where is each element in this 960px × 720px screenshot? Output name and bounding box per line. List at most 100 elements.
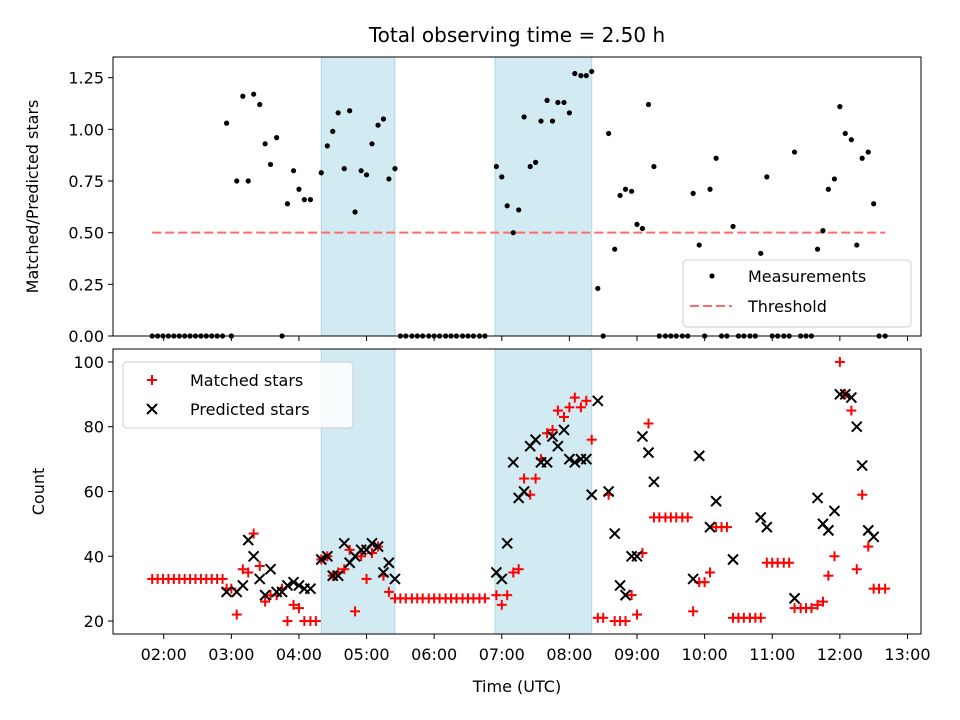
x-axis-label: Time (UTC) <box>472 677 561 696</box>
x-marker-b <box>389 573 401 585</box>
predicted-star-point <box>710 495 722 507</box>
legend-measurements-label: Measurements <box>748 267 866 286</box>
y-tick-label: 100 <box>73 353 104 372</box>
predicted-star-point <box>254 573 266 585</box>
measurement-point <box>622 186 629 192</box>
x-marker-b <box>259 589 271 601</box>
x-marker-b <box>372 540 384 553</box>
x-marker-b <box>247 550 260 562</box>
measurement-point <box>848 137 854 143</box>
measurement-point <box>516 207 522 213</box>
x-marker-b <box>366 537 378 550</box>
matched-star-point <box>829 551 840 562</box>
matched-star-point <box>755 612 766 623</box>
measurement-point <box>606 130 612 137</box>
matched-star-point <box>552 405 563 416</box>
predicted-star-point <box>287 576 300 588</box>
y-tick-label: 0.50 <box>68 224 104 243</box>
measurement-point <box>651 163 657 170</box>
predicted-star-point <box>321 550 334 562</box>
x-tick-label: 05:00 <box>344 645 390 664</box>
matched-star-point <box>310 616 321 627</box>
matched-star-point <box>812 599 823 610</box>
top-legend: Measurements Threshold <box>682 259 912 328</box>
top-y-ticks: 0.00 0.25 0.50 0.75 1.00 1.25 <box>68 69 113 346</box>
predicted-star-point <box>507 456 519 469</box>
matched-star-point <box>620 616 631 627</box>
measurement-point <box>392 166 398 172</box>
measurement-point <box>284 201 291 207</box>
matched-star-point <box>823 570 834 581</box>
matched-star-point <box>784 557 795 568</box>
x-marker-b <box>619 589 632 601</box>
y-tick-label: 1.00 <box>68 120 104 139</box>
x-marker-b <box>839 388 851 401</box>
x-marker-b <box>608 527 621 540</box>
predicted-star-point <box>592 395 604 407</box>
measurement-point <box>544 97 550 103</box>
measurement-point <box>245 178 251 184</box>
x-marker-b <box>636 430 649 443</box>
x-tick-label: 12:00 <box>817 645 863 664</box>
measurement-point <box>561 99 567 106</box>
legend-matched-label: Matched stars <box>190 371 303 390</box>
x-marker-b <box>281 579 294 592</box>
x-marker-b <box>704 521 716 533</box>
measurement-point <box>330 128 336 134</box>
measurement-point <box>854 242 860 248</box>
predicted-star-point <box>389 573 401 585</box>
x-tick-label: 11:00 <box>749 645 795 664</box>
predicted-star-point <box>332 569 344 582</box>
measurement-point <box>555 99 561 106</box>
predicted-star-point <box>856 459 868 472</box>
legend-measurements-marker <box>709 273 715 279</box>
bottom-panel: 20 40 60 80 100 02:00 03:00 04:00 05:00 06:00 07:… <box>29 348 931 696</box>
measurement-point <box>612 246 618 252</box>
matched-star-point <box>344 544 355 555</box>
measurement-point <box>538 118 544 124</box>
measurement-point <box>369 141 375 147</box>
predicted-star-point <box>619 589 632 601</box>
measurement-point <box>347 108 353 114</box>
measurement-point <box>262 141 268 147</box>
x-marker-b <box>563 453 576 465</box>
measurement-point <box>510 230 516 236</box>
predicted-star-point <box>642 446 655 459</box>
matched-star-point <box>688 606 699 617</box>
predicted-star-point <box>242 534 254 546</box>
measurement-point <box>639 225 646 232</box>
predicted-star-point <box>693 450 705 462</box>
x-marker-b <box>811 492 824 504</box>
x-marker-b <box>507 456 519 469</box>
predicted-star-point <box>704 521 716 533</box>
x-tick-label: 08:00 <box>546 645 592 664</box>
predicted-star-point <box>727 553 739 566</box>
predicted-star-point <box>867 531 880 543</box>
x-marker-b <box>293 579 305 592</box>
y-tick-label: 1.25 <box>68 69 104 88</box>
x-marker-b <box>642 446 655 459</box>
measurement-point <box>267 161 274 168</box>
y-tick-label: 0.00 <box>68 327 104 346</box>
measurement-point <box>764 174 770 180</box>
predicted-star-point <box>558 424 570 436</box>
predicted-star-point <box>259 589 271 601</box>
x-marker-b <box>377 566 390 579</box>
matched-star-point <box>575 402 586 413</box>
measurement-point <box>791 149 798 155</box>
measurement-point <box>578 73 584 79</box>
x-marker-b <box>592 395 604 407</box>
predicted-star-point <box>608 527 621 540</box>
matched-star-point <box>243 567 254 578</box>
legend-predicted-label: Predicted stars <box>190 400 310 419</box>
x-marker-b <box>529 433 542 446</box>
x-marker-b <box>220 586 233 598</box>
predicted-star-point <box>602 485 615 498</box>
matched-star-point <box>479 593 490 604</box>
shaded-interval-1 <box>320 56 396 337</box>
measurement-point <box>595 285 601 292</box>
predicted-star-point <box>569 456 581 469</box>
measurement-point <box>859 155 865 161</box>
measurement-point <box>527 163 533 170</box>
x-marker-b <box>338 537 350 550</box>
